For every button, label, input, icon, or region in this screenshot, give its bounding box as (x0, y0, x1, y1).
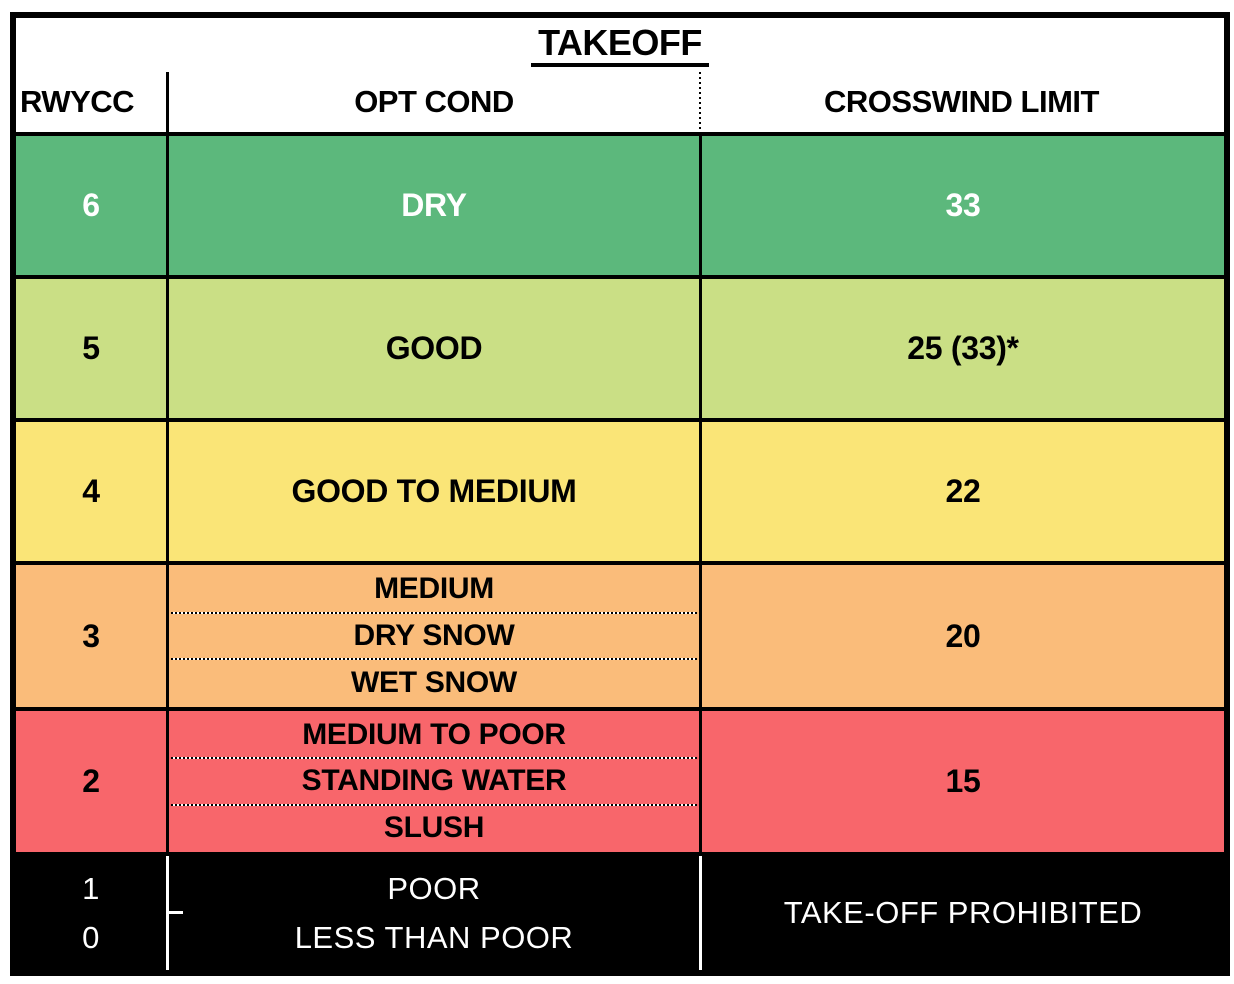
condition-label: GOOD TO MEDIUM (166, 422, 699, 561)
crosswind-limit-value: 22 (699, 422, 1224, 561)
column-header-row: RWYCC OPT COND CROSSWIND LIMIT (16, 72, 1224, 132)
condition-label: LESS THAN POOR (294, 919, 574, 955)
row-rwycc-6: 6 DRY 33 (16, 132, 1224, 275)
row-rwycc-4: 4 GOOD TO MEDIUM 22 (16, 418, 1224, 561)
rwycc-code: 5 (82, 330, 100, 366)
row-rwycc-2: 2 MEDIUM TO POOR STANDING WATER SLUSH 15 (16, 707, 1224, 852)
rwycc-code: 4 (82, 473, 100, 509)
condition-separator (171, 658, 697, 661)
takeoff-crosswind-table: TAKEOFF RWYCC OPT COND CROSSWIND LIMIT 6… (10, 12, 1230, 976)
conditions-cell: MEDIUM DRY SNOW WET SNOW (166, 565, 699, 707)
rwycc-code: 0 (82, 919, 100, 955)
column-header-opt-cond: OPT COND (166, 72, 699, 132)
crosswind-limit-value: 25 (33)* (699, 279, 1224, 418)
conditions-cell: MEDIUM TO POOR STANDING WATER SLUSH (166, 711, 699, 852)
column-header-rwycc: RWYCC (20, 84, 135, 119)
condition-separator (171, 611, 697, 614)
title-zone: TAKEOFF (16, 18, 1224, 72)
condition-label: MEDIUM TO POOR (302, 718, 566, 752)
condition-label: SLUSH (383, 810, 485, 844)
conditions-cell: POOR LESS THAN POOR (166, 856, 699, 970)
crosswind-limit-value: 33 (699, 136, 1224, 275)
column-header-crosswind-limit: CROSSWIND LIMIT (824, 84, 1099, 119)
rwycc-code: 3 (82, 617, 100, 654)
condition-label: DRY (166, 136, 699, 275)
condition-separator (171, 757, 697, 760)
row-rwycc-1-0-prohibited: 1 0 POOR LESS THAN POOR TAKE-OFF PROHIBI… (16, 852, 1224, 970)
condition-label: WET SNOW (351, 665, 517, 699)
table-title: TAKEOFF (531, 23, 709, 68)
table-header: TAKEOFF RWYCC OPT COND CROSSWIND LIMIT (16, 18, 1224, 132)
condition-label: MEDIUM (374, 572, 494, 606)
rwycc-codes-cell: 1 0 (16, 856, 166, 970)
rwycc-code: 6 (82, 187, 100, 223)
condition-label: STANDING WATER (301, 764, 567, 798)
row-separator-tick (166, 911, 183, 914)
row-rwycc-3: 3 MEDIUM DRY SNOW WET SNOW 20 (16, 561, 1224, 707)
rwycc-code: 2 (82, 763, 100, 799)
condition-label: GOOD (166, 279, 699, 418)
column-divider-dotted (699, 72, 701, 132)
row-rwycc-5: 5 GOOD 25 (33)* (16, 275, 1224, 418)
rwycc-code: 1 (82, 870, 100, 906)
condition-separator (171, 803, 697, 806)
condition-label: POOR (387, 870, 481, 906)
crosswind-limit-value: 15 (699, 711, 1224, 852)
crosswind-limit-value: TAKE-OFF PROHIBITED (699, 856, 1224, 970)
condition-label: DRY SNOW (353, 619, 515, 652)
crosswind-limit-value: 20 (699, 565, 1224, 707)
